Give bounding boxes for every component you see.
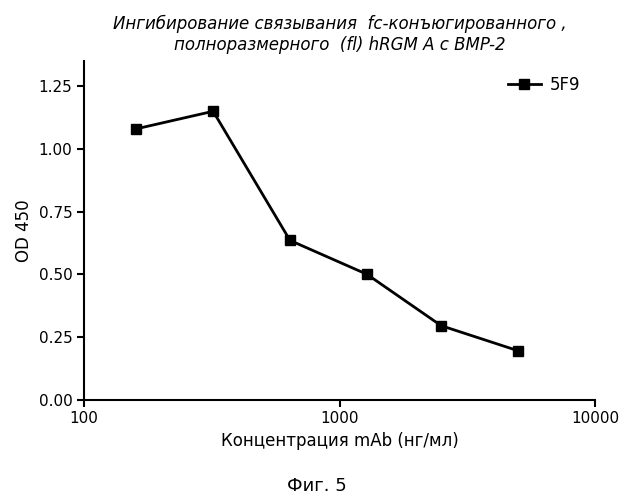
Legend: 5F9: 5F9 [501,70,586,101]
5F9 [363,272,371,278]
Y-axis label: OD 450: OD 450 [15,199,33,262]
X-axis label: Концентрация mAb (нг/мл): Концентрация mAb (нг/мл) [221,432,458,450]
5F9 [514,348,522,354]
Line: 5F9: 5F9 [131,106,523,356]
Text: Фиг. 5: Фиг. 5 [287,477,347,495]
5F9 [133,126,140,132]
5F9 [437,322,445,328]
5F9 [209,108,217,114]
5F9 [286,238,294,244]
Title: Ингибирование связывания  fc-конъюгированного ,
полноразмерного  (fl) hRGM A с B: Ингибирование связывания fc-конъюгирован… [113,15,566,54]
